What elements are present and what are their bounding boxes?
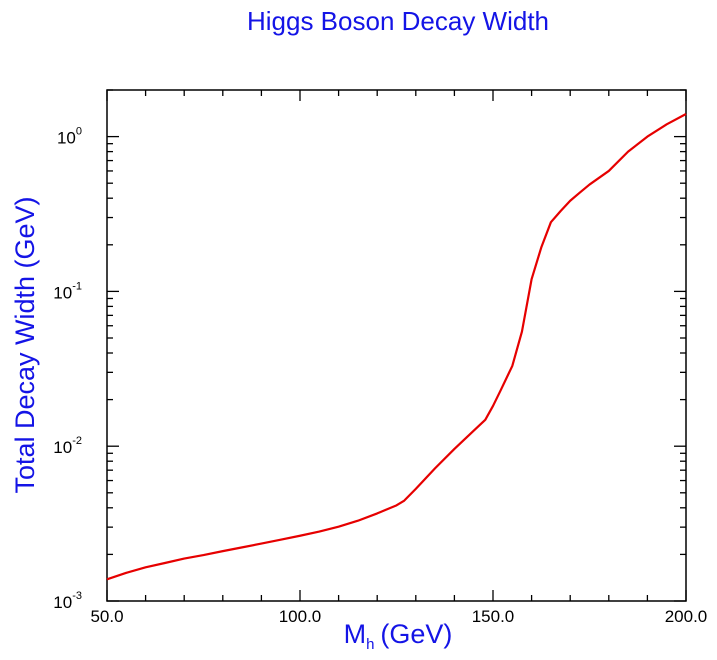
y-axis-label: Total Decay Width (GeV) (10, 196, 40, 493)
x-tick-label: 150.0 (472, 607, 515, 626)
y-tick-base: 10 (53, 283, 72, 302)
y-tick-label: 10-3 (53, 590, 82, 612)
x-axis-label-main: M (344, 619, 367, 649)
plot-area (106, 89, 687, 602)
tick-marks (106, 89, 687, 602)
y-tick-base: 10 (53, 438, 72, 457)
y-tick-exponent: -2 (72, 435, 82, 447)
x-axis-label: Mh (GeV) (344, 619, 453, 653)
y-tick-exponent: -1 (72, 280, 82, 292)
y-tick-exponent: 0 (76, 126, 82, 138)
x-tick-label: 100.0 (279, 607, 322, 626)
y-tick-base: 10 (53, 593, 72, 612)
chart-title: Higgs Boson Decay Width (247, 6, 549, 36)
x-axis-label-unit: (GeV) (380, 619, 452, 649)
x-tick-label: 50.0 (90, 607, 123, 626)
series-line (106, 113, 687, 581)
x-axis-label-sub: h (366, 636, 374, 653)
y-tick-label: 10-1 (53, 280, 82, 302)
y-tick-label: 100 (57, 126, 82, 148)
plot-frame (106, 89, 687, 602)
x-tick-label: 200.0 (665, 607, 708, 626)
y-tick-label: 10-2 (53, 435, 82, 457)
y-tick-base: 10 (57, 129, 76, 148)
x-tick-labels: 50.0 100.0 150.0 200.0 (90, 607, 707, 626)
y-tick-exponent: -3 (72, 590, 82, 602)
